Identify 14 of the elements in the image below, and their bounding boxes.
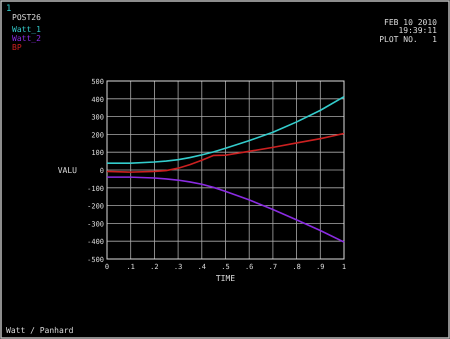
text: POST26	[12, 13, 42, 22]
text: 1	[6, 4, 12, 14]
line-series	[106, 176, 345, 243]
text: BP	[12, 43, 22, 52]
text: Watt_2	[12, 34, 42, 43]
text: Watt / Panhard	[6, 326, 74, 335]
y-axis-title: VALU	[58, 166, 78, 175]
text: FEB 10 2010	[384, 18, 438, 27]
line-series	[106, 132, 345, 173]
x-axis-title: TIME	[216, 274, 236, 283]
text: 19:39:11	[398, 26, 438, 35]
line-series	[106, 96, 345, 164]
text: PLOT NO. 1	[379, 35, 438, 44]
text: Watt_1	[12, 25, 42, 34]
